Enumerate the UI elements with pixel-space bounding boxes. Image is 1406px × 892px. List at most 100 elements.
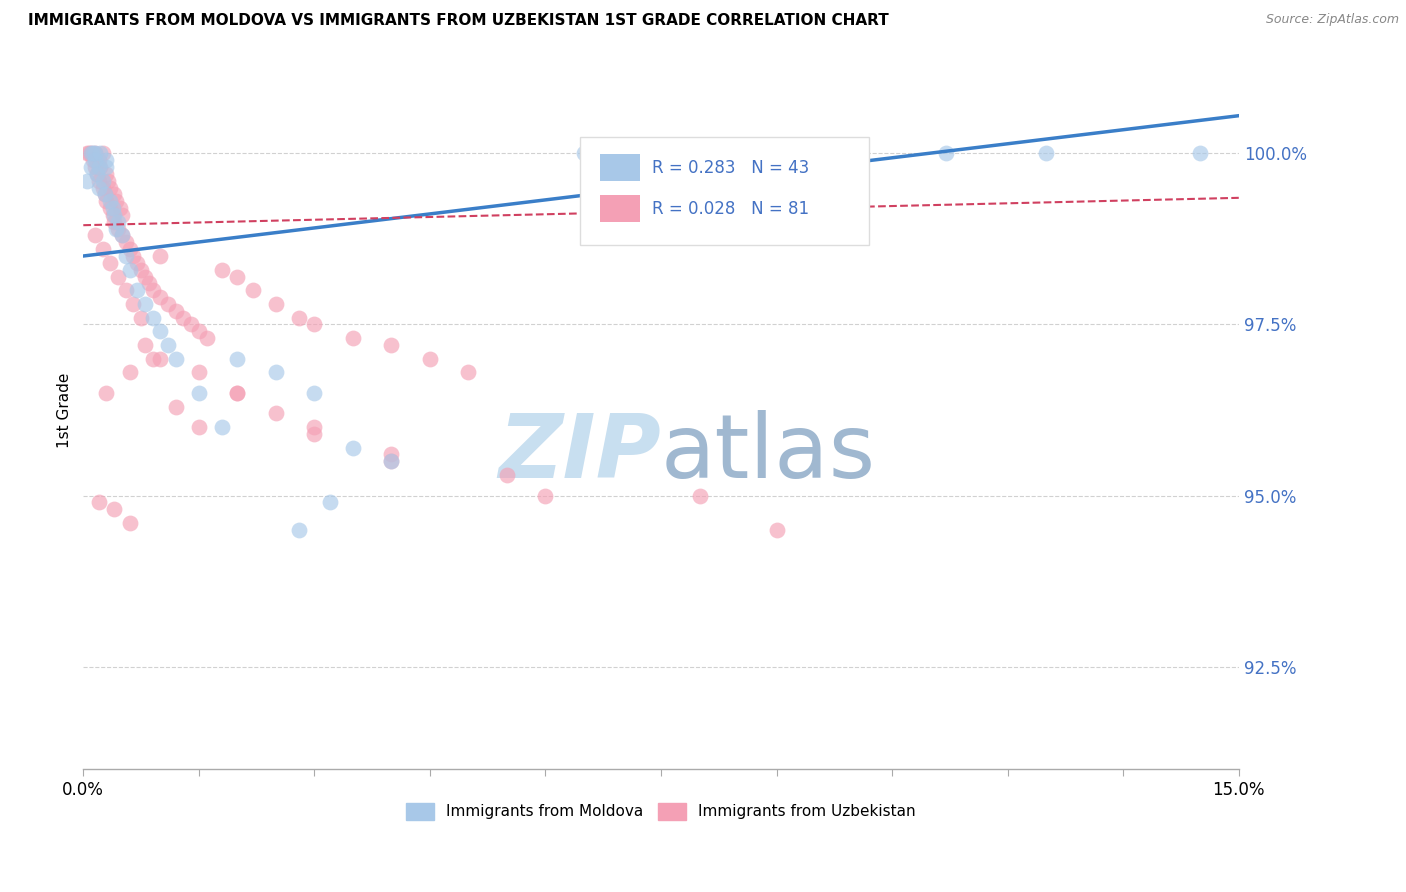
Point xyxy=(149,324,172,338)
Point xyxy=(111,228,134,243)
Point xyxy=(83,146,105,161)
Point xyxy=(80,160,103,174)
Point xyxy=(264,297,287,311)
Point xyxy=(103,208,125,222)
Point xyxy=(534,489,557,503)
Point xyxy=(96,153,118,168)
Point xyxy=(104,194,127,209)
Point xyxy=(98,256,121,270)
Point xyxy=(149,249,172,263)
Point xyxy=(118,365,141,379)
Point xyxy=(342,331,364,345)
Point xyxy=(226,385,249,400)
Point xyxy=(765,523,787,537)
Point xyxy=(96,385,118,400)
Point xyxy=(83,153,105,168)
Point xyxy=(187,420,209,434)
Point xyxy=(1189,146,1212,161)
Text: atlas: atlas xyxy=(661,409,876,497)
Point xyxy=(76,146,98,161)
Point xyxy=(87,160,110,174)
Text: R = 0.283   N = 43: R = 0.283 N = 43 xyxy=(652,159,808,177)
Point xyxy=(114,235,136,250)
Point xyxy=(211,420,233,434)
Bar xyxy=(600,154,640,181)
Point xyxy=(94,187,117,202)
Point xyxy=(142,310,165,325)
Point xyxy=(76,174,98,188)
Point xyxy=(226,385,249,400)
Point xyxy=(165,303,187,318)
Point xyxy=(496,468,519,483)
Point xyxy=(142,283,165,297)
Bar xyxy=(600,195,640,222)
Point xyxy=(87,174,110,188)
Point xyxy=(319,495,342,509)
Point xyxy=(172,310,194,325)
Point xyxy=(304,420,326,434)
Point xyxy=(101,208,124,222)
Point xyxy=(157,297,180,311)
Point xyxy=(91,174,114,188)
Point xyxy=(304,385,326,400)
Point xyxy=(419,351,441,366)
Text: R = 0.028   N = 81: R = 0.028 N = 81 xyxy=(652,200,808,218)
Point xyxy=(107,221,129,235)
Point xyxy=(765,146,787,161)
Point xyxy=(342,441,364,455)
Point xyxy=(111,228,134,243)
Point xyxy=(98,180,121,194)
Point xyxy=(304,426,326,441)
Point xyxy=(87,153,110,168)
Text: Source: ZipAtlas.com: Source: ZipAtlas.com xyxy=(1265,13,1399,27)
Point xyxy=(149,290,172,304)
Point xyxy=(118,242,141,256)
Point xyxy=(304,318,326,332)
Point xyxy=(727,146,749,161)
Point xyxy=(264,406,287,420)
Point xyxy=(689,489,711,503)
Point xyxy=(107,269,129,284)
Point xyxy=(110,201,132,215)
Point xyxy=(165,351,187,366)
Point xyxy=(226,351,249,366)
Point xyxy=(380,448,402,462)
Point xyxy=(118,262,141,277)
Legend: Immigrants from Moldova, Immigrants from Uzbekistan: Immigrants from Moldova, Immigrants from… xyxy=(401,797,922,826)
Point xyxy=(134,297,156,311)
Point xyxy=(103,215,125,229)
Point xyxy=(98,194,121,209)
Point xyxy=(91,146,114,161)
Point xyxy=(129,310,152,325)
Point xyxy=(380,454,402,468)
Point xyxy=(91,180,114,194)
Point xyxy=(157,338,180,352)
Point xyxy=(87,180,110,194)
Point xyxy=(96,194,118,209)
Point xyxy=(572,146,595,161)
Point xyxy=(89,146,111,161)
Point xyxy=(149,351,172,366)
Point xyxy=(935,146,957,161)
Point xyxy=(288,523,311,537)
Point xyxy=(86,167,108,181)
Point xyxy=(94,187,117,202)
Point xyxy=(380,454,402,468)
Point xyxy=(80,146,103,161)
Point xyxy=(86,167,108,181)
Point xyxy=(114,249,136,263)
Point xyxy=(187,385,209,400)
Point xyxy=(101,201,124,215)
Point xyxy=(264,365,287,379)
Point xyxy=(97,174,120,188)
Point xyxy=(226,269,249,284)
Point xyxy=(288,310,311,325)
Point xyxy=(114,283,136,297)
Point xyxy=(242,283,264,297)
Point xyxy=(107,215,129,229)
Point xyxy=(127,283,149,297)
FancyBboxPatch shape xyxy=(581,136,869,244)
Point xyxy=(138,277,160,291)
Point xyxy=(83,146,105,161)
Point xyxy=(87,495,110,509)
